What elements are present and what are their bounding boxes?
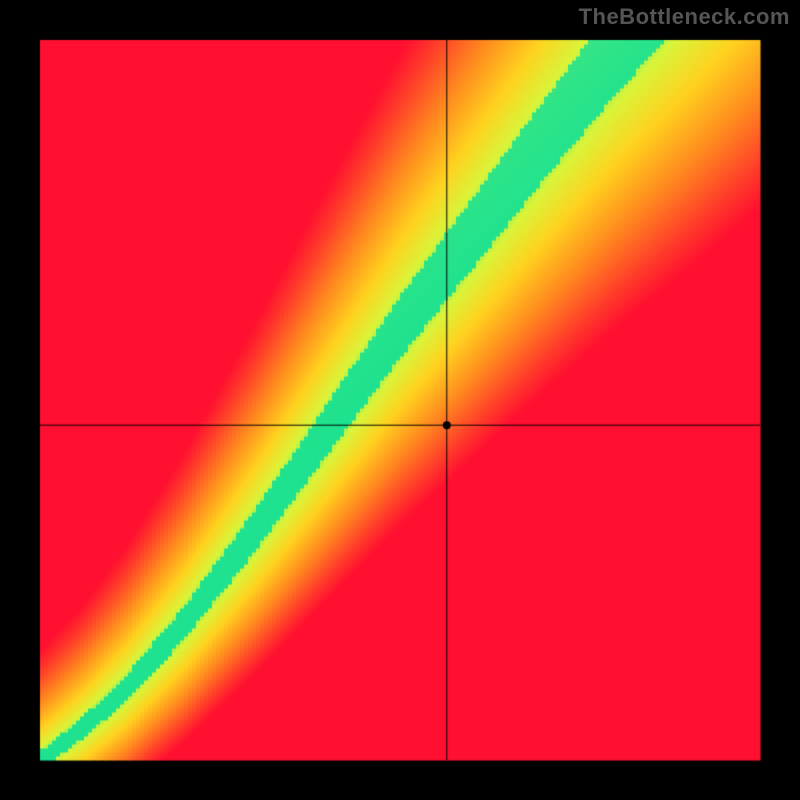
watermark-text: TheBottleneck.com xyxy=(579,4,790,30)
chart-container: TheBottleneck.com xyxy=(0,0,800,800)
bottleneck-heatmap xyxy=(0,0,800,800)
